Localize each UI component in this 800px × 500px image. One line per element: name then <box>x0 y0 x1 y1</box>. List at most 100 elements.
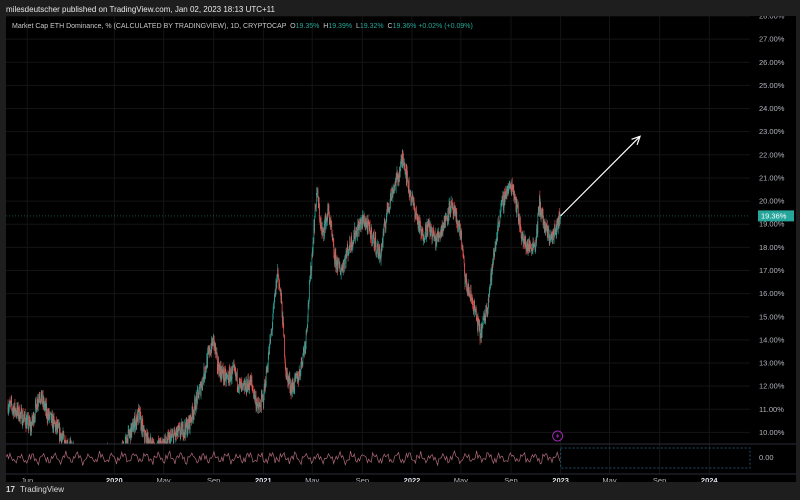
candle-body <box>300 373 301 376</box>
candle-body <box>433 235 435 241</box>
candle-body <box>438 232 439 239</box>
candle-body <box>108 452 109 460</box>
candle-body <box>429 225 430 227</box>
candle-body <box>186 419 187 426</box>
candle-body <box>332 235 333 240</box>
candle-body <box>241 382 242 390</box>
candle-body <box>295 373 297 378</box>
candle-body <box>225 370 226 372</box>
candle-body <box>154 447 155 454</box>
candle-body <box>201 386 203 388</box>
candle-body <box>36 404 37 413</box>
candle-body <box>342 270 344 273</box>
candle-body <box>458 224 459 231</box>
candle-body <box>313 224 315 231</box>
candle-body <box>469 291 470 295</box>
candle-body <box>514 196 515 200</box>
chart-svg[interactable]: 10.00% 11.00% 12.00% 13.00% 14.00% 15.00% 16.0… <box>5 12 796 485</box>
candle-body <box>94 452 95 467</box>
candle-body <box>81 451 82 455</box>
candle-body <box>287 372 288 377</box>
candle-body <box>226 376 228 378</box>
candle-body <box>276 281 277 289</box>
chart-pane[interactable]: 10.00% 11.00% 12.00% 13.00% 14.00% 15.00% 16.0… <box>5 12 796 485</box>
candle-body <box>363 215 365 221</box>
candle-body <box>369 222 370 226</box>
candle-body <box>378 245 380 259</box>
candle-body <box>67 442 68 444</box>
candle-body <box>395 181 396 186</box>
candle-body <box>452 203 454 207</box>
candle-body <box>320 220 321 227</box>
candle-body <box>519 223 520 227</box>
candle-body <box>74 452 75 455</box>
candle-body <box>77 454 78 462</box>
candle-body <box>459 228 461 235</box>
candle-body <box>421 230 423 237</box>
candle-body <box>326 217 327 221</box>
candle-body <box>426 235 427 237</box>
candle-body <box>415 211 417 215</box>
candle-body <box>160 442 162 444</box>
candle-body <box>440 229 442 236</box>
candle-body <box>82 449 83 456</box>
candle-body <box>33 413 34 424</box>
candle-body <box>37 402 39 406</box>
candle-body <box>35 400 37 405</box>
candle-body <box>435 238 436 248</box>
candle-body <box>335 252 336 254</box>
candle-body <box>107 448 108 450</box>
candle-body <box>543 220 545 222</box>
candle-body <box>132 421 134 432</box>
candle-body <box>532 248 533 252</box>
candle-body <box>545 230 546 231</box>
candle-body <box>441 224 443 233</box>
candle-body <box>537 209 539 214</box>
candle-body <box>162 441 164 444</box>
candle-body <box>349 237 351 247</box>
candle-body <box>60 433 62 436</box>
candle-body <box>493 254 495 256</box>
candle-body <box>436 239 437 244</box>
candle-body <box>502 198 503 200</box>
candle-body <box>494 249 495 256</box>
candle-body <box>454 207 455 217</box>
candle-body <box>430 231 431 235</box>
candle-body <box>286 371 288 373</box>
candle-body <box>46 402 47 415</box>
candle-body <box>210 353 211 355</box>
candle-body <box>171 434 173 437</box>
candle-body <box>515 199 517 209</box>
candle-body <box>448 216 449 220</box>
candle-body <box>65 440 66 444</box>
candle-body <box>156 447 157 453</box>
candle-body <box>333 254 335 258</box>
oscillator-tick-label: 0.00 <box>759 453 774 462</box>
candle-body <box>281 294 282 303</box>
candle-body <box>149 445 150 450</box>
candle-body <box>331 225 332 227</box>
candle-body <box>346 251 348 257</box>
candle-body <box>509 183 511 185</box>
candle-body <box>201 382 203 387</box>
candle-body <box>29 423 31 425</box>
candle-body <box>185 429 186 435</box>
candle-body <box>409 193 411 197</box>
y-tick-label: 14.00% <box>759 335 785 344</box>
candle-body <box>170 437 171 444</box>
candle-body <box>293 382 295 390</box>
candle-body <box>350 247 352 250</box>
candle-body <box>362 216 363 225</box>
candle-body <box>154 444 155 447</box>
candle-body <box>372 239 373 243</box>
candle-body <box>163 439 165 444</box>
tradingview-footer[interactable]: 17 TradingView <box>6 485 64 494</box>
candle-body <box>248 385 250 390</box>
candle-body <box>508 185 510 189</box>
candle-body <box>81 451 82 453</box>
candle-body <box>216 351 217 353</box>
candle-body <box>500 205 502 213</box>
candle-body <box>204 367 205 378</box>
candle-body <box>387 202 388 207</box>
